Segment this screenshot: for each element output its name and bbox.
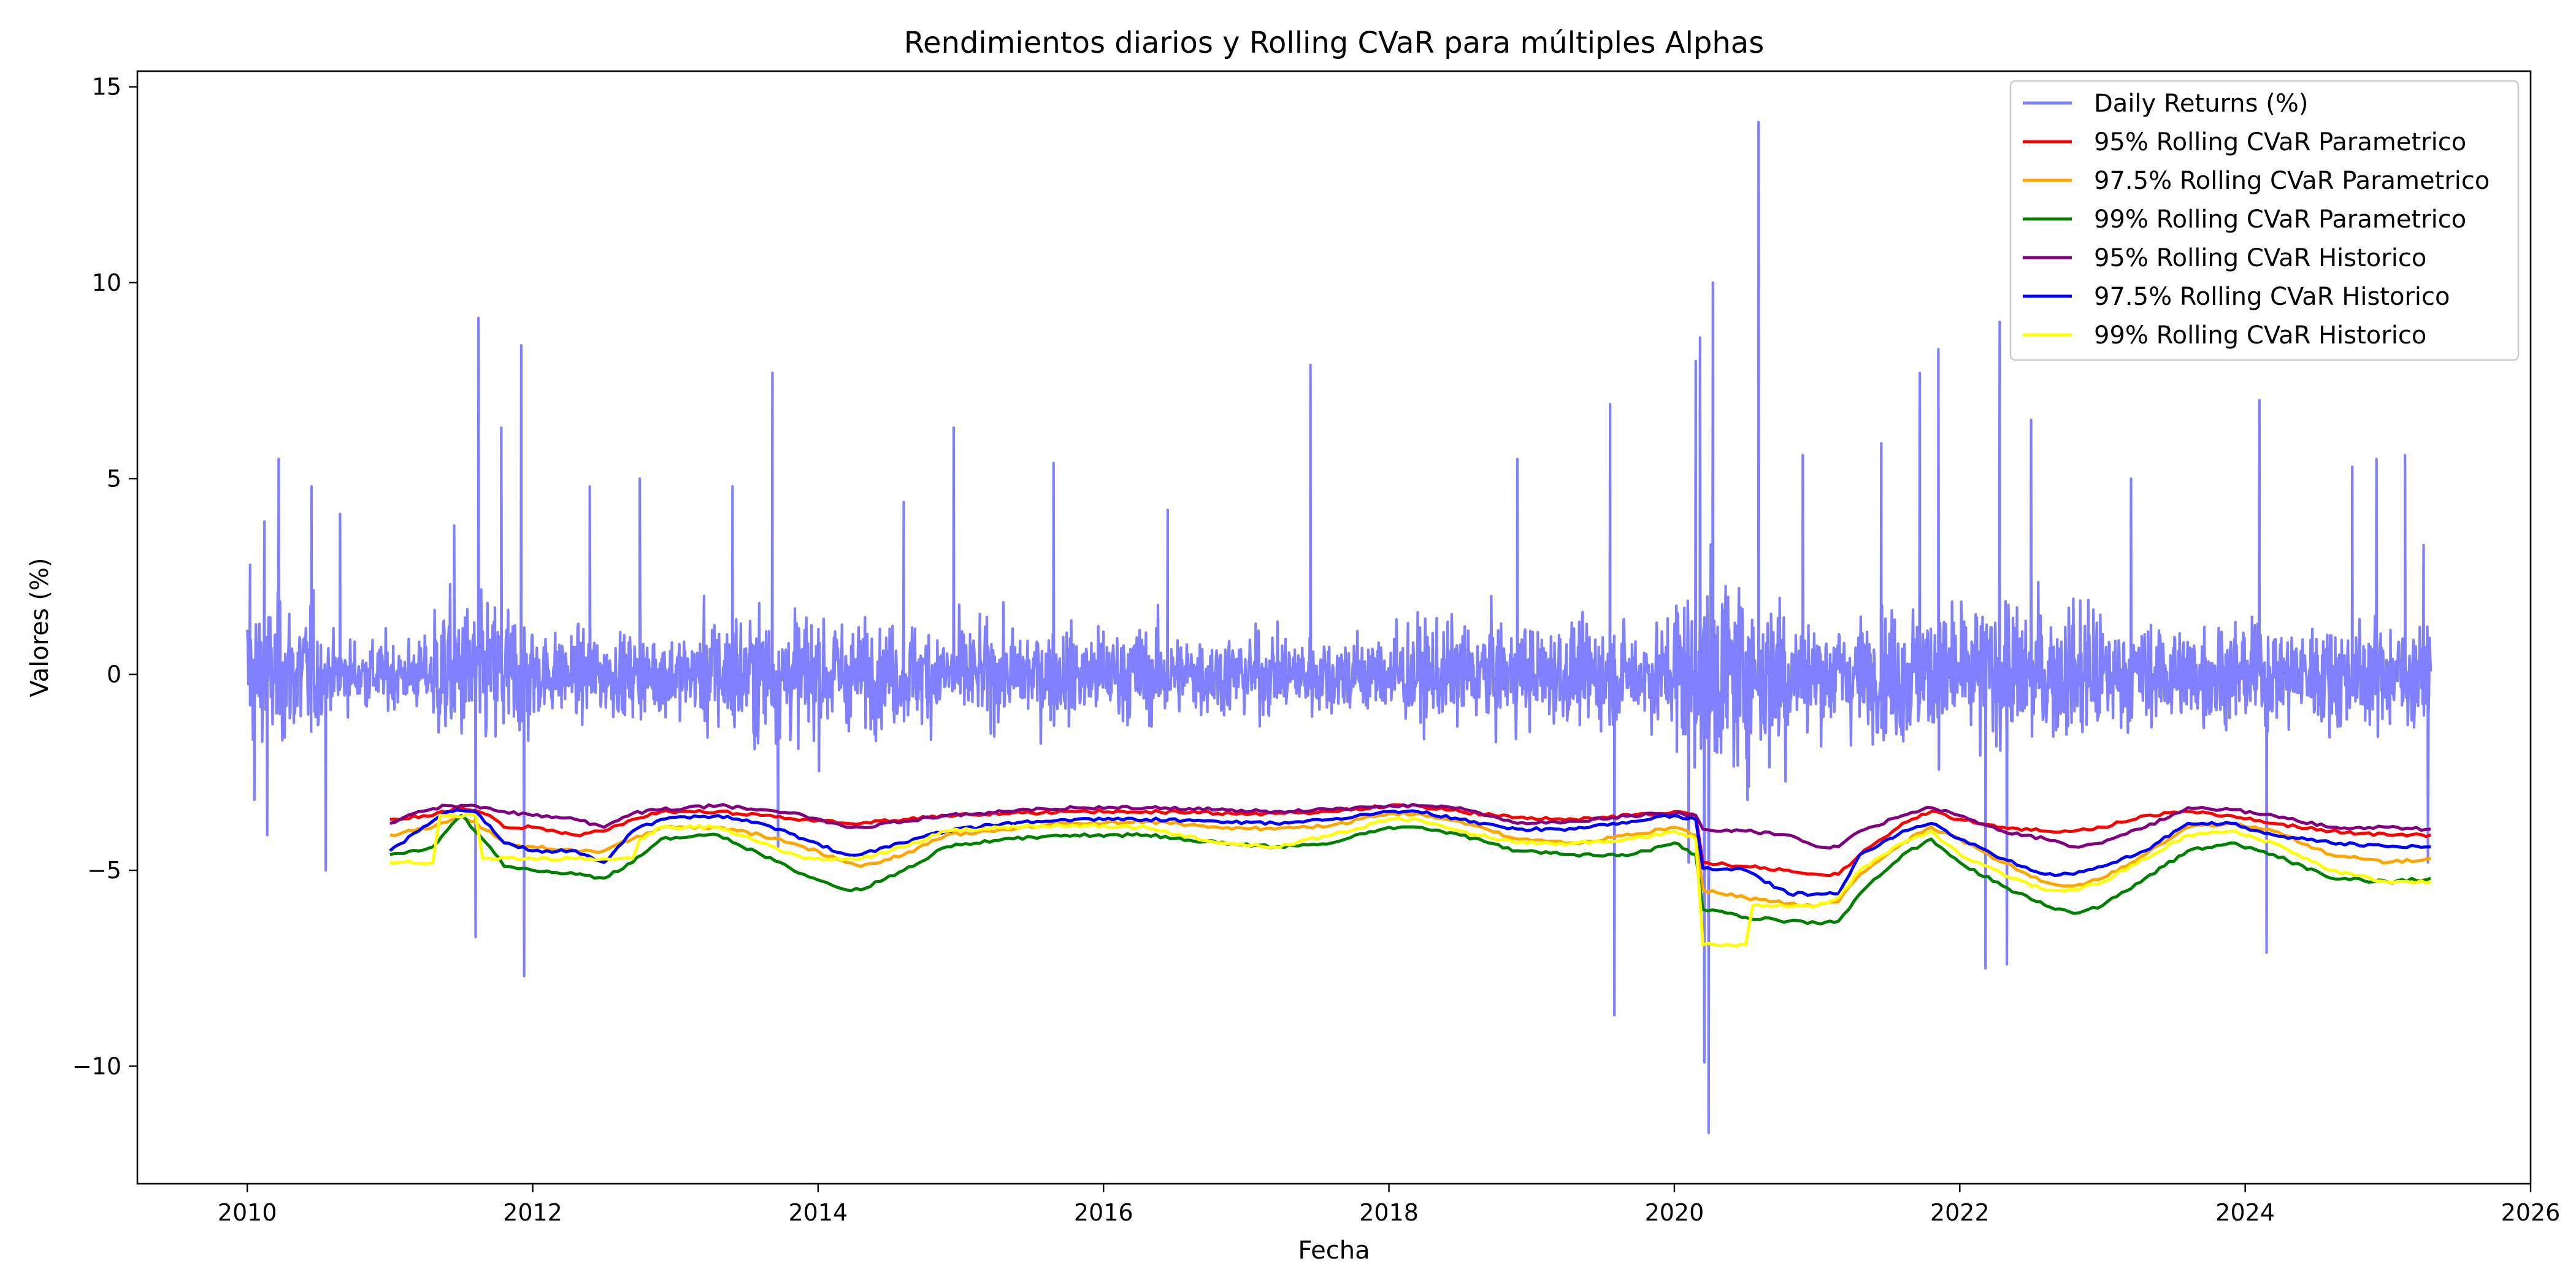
legend-label: 97.5% Rolling CVaR Parametrico <box>2094 167 2490 195</box>
x-tick-label: 2020 <box>1645 1199 1704 1226</box>
y-tick-label: 15 <box>92 74 121 101</box>
series-line-99-rolling-cvar-parametrico <box>389 814 2431 926</box>
x-tick-label: 2016 <box>1074 1199 1133 1226</box>
legend-label: 99% Rolling CVaR Historico <box>2094 321 2426 350</box>
x-tick-label: 2014 <box>789 1199 848 1226</box>
y-tick-label: −5 <box>87 857 121 884</box>
plot-area <box>246 120 2432 1135</box>
y-tick-label: −10 <box>72 1052 121 1079</box>
x-tick-label: 2024 <box>2215 1199 2275 1226</box>
series-line-97-5-rolling-cvar-parametrico <box>389 811 2431 908</box>
x-tick-label: 2018 <box>1359 1199 1419 1226</box>
legend-label: 95% Rolling CVaR Historico <box>2094 244 2426 272</box>
series-line-daily-returns <box>246 120 2432 1135</box>
y-tick-label: 5 <box>107 465 121 492</box>
legend-label: 95% Rolling CVaR Parametrico <box>2094 128 2466 156</box>
x-tick-label: 2012 <box>503 1199 562 1226</box>
x-tick-label: 2010 <box>218 1199 277 1226</box>
y-axis: −10 −5 0 5 10 15 <box>72 74 137 1079</box>
series-line-99-rolling-cvar-historico <box>389 812 2431 948</box>
y-tick-label: 10 <box>92 269 121 296</box>
legend-label: Daily Returns (%) <box>2094 90 2308 118</box>
x-tick-label: 2022 <box>1930 1199 1990 1226</box>
legend-label: 97.5% Rolling CVaR Historico <box>2094 283 2450 311</box>
x-axis: 2010 2012 2014 2016 2018 2020 2022 2024 2026 <box>218 1184 2561 1226</box>
plot-frame <box>136 70 2532 1185</box>
legend-box <box>2009 80 2520 361</box>
y-tick-label: 0 <box>107 661 121 688</box>
chart-title: Rendimientos diarios y Rolling CVaR para… <box>904 26 1764 60</box>
y-axis-title: Valores (%) <box>26 558 54 697</box>
x-axis-title: Fecha <box>1298 1236 1370 1265</box>
legend-label: 99% Rolling CVaR Parametrico <box>2094 205 2466 234</box>
series-line-95-rolling-cvar-historico <box>389 803 2431 850</box>
x-tick-label: 2026 <box>2501 1199 2561 1226</box>
legend: Daily Returns (%) 95% Rolling CVaR Parame… <box>2009 80 2520 361</box>
series-line-97-5-rolling-cvar-historico <box>389 808 2431 897</box>
